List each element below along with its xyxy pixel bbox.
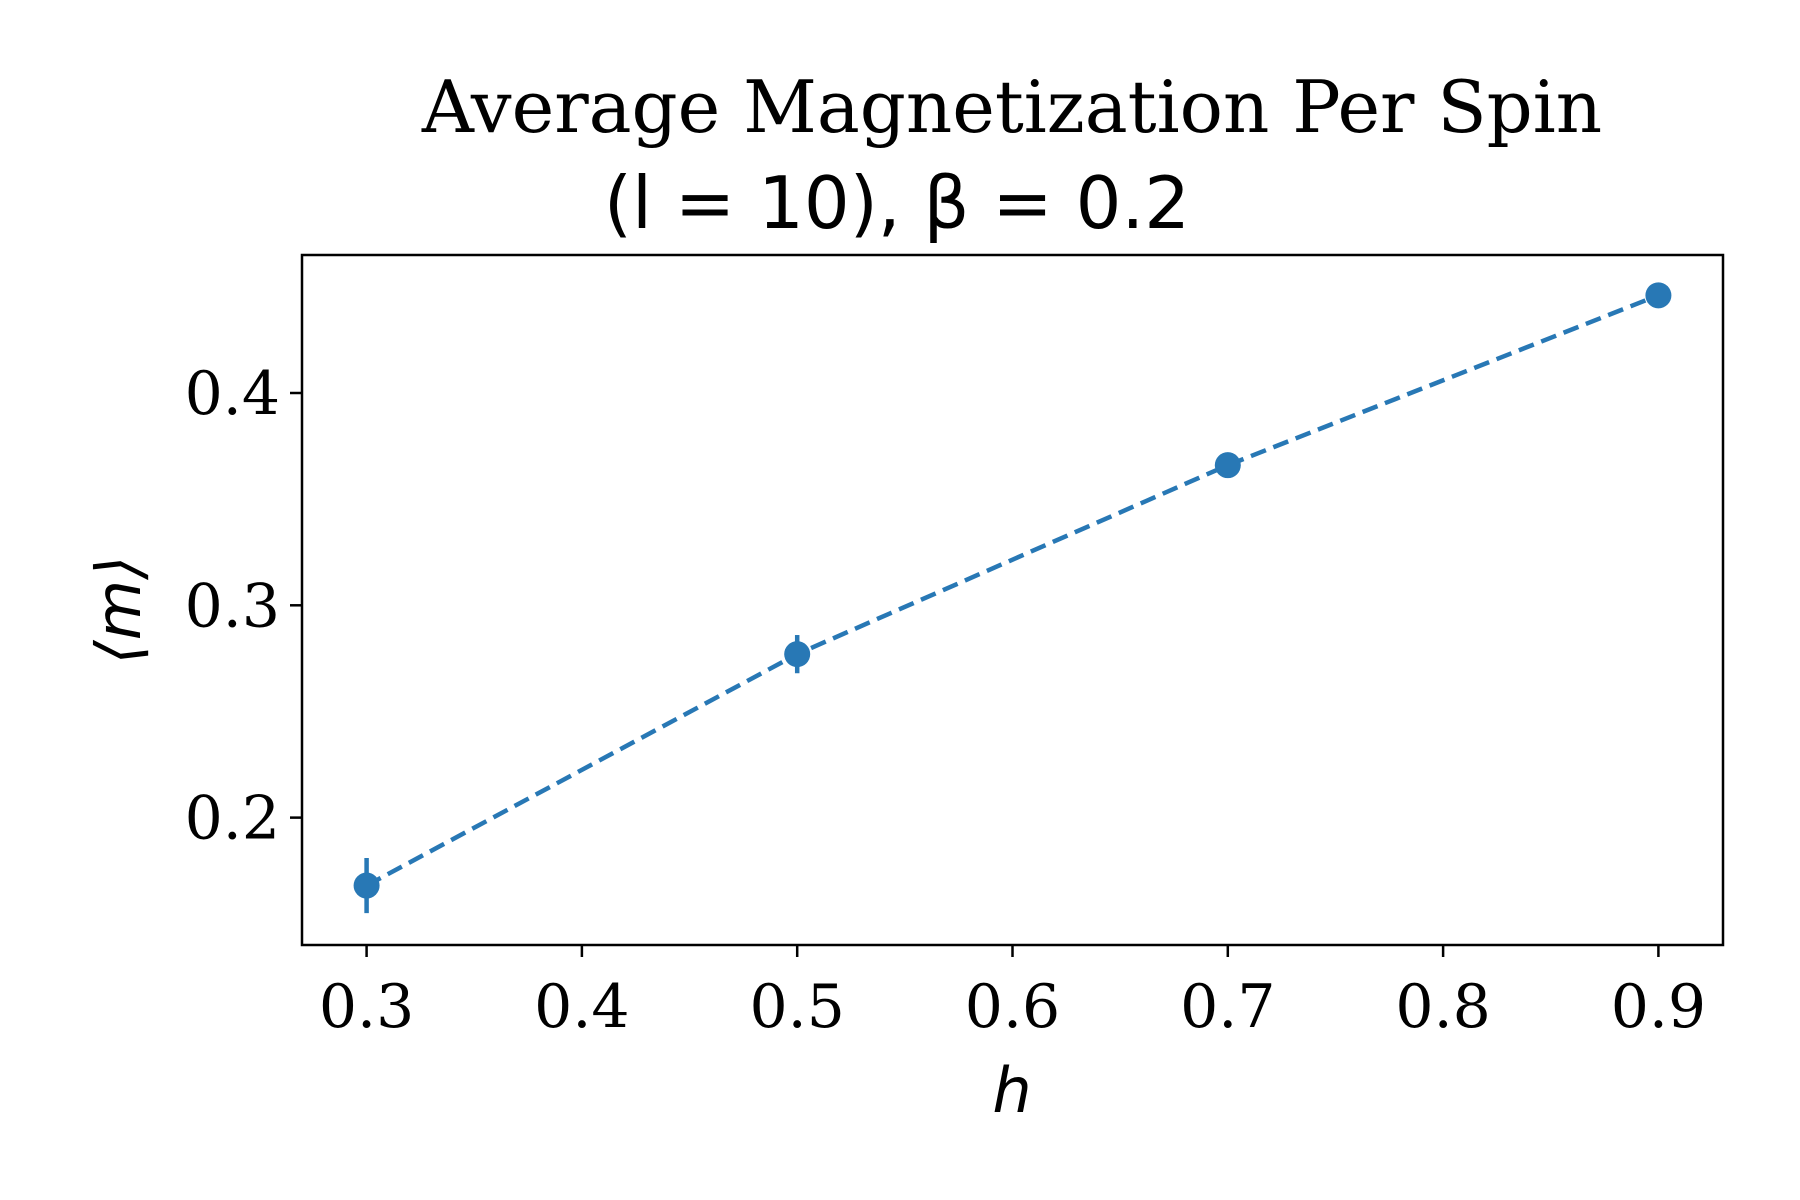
chart-title-line2: (l = 10), β = 0.2 <box>604 161 1190 245</box>
x-tick-label: 0.4 <box>534 972 629 1042</box>
y-axis-label: ⟨m⟩ <box>82 556 155 665</box>
plot-frame <box>300 253 1725 947</box>
series-layer <box>353 282 1672 914</box>
x-tick-label: 0.7 <box>1180 972 1275 1042</box>
data-point <box>353 872 380 899</box>
y-tick-label: 0.4 <box>185 359 280 429</box>
x-tick-label: 0.3 <box>319 972 414 1042</box>
x-tick-label: 0.6 <box>965 972 1060 1042</box>
y-tick-label: 0.3 <box>185 571 280 641</box>
series-line <box>365 293 1660 888</box>
chart-title-line1: Average Magnetization Per Spin <box>421 65 1602 149</box>
x-axis-label: h <box>992 1054 1031 1127</box>
data-point <box>784 641 811 668</box>
data-point <box>1214 452 1241 479</box>
x-axis: 0.3 0.4 0.5 0.6 0.7 0.8 0.9 <box>319 945 1706 1042</box>
y-axis: 0.2 0.3 0.4 <box>185 359 302 854</box>
x-tick-label: 0.8 <box>1395 972 1490 1042</box>
x-tick-label: 0.5 <box>749 972 844 1042</box>
y-tick-label: 0.2 <box>185 784 280 854</box>
x-tick-label: 0.9 <box>1611 972 1706 1042</box>
plot-area <box>300 253 1725 947</box>
data-point <box>1645 282 1672 309</box>
